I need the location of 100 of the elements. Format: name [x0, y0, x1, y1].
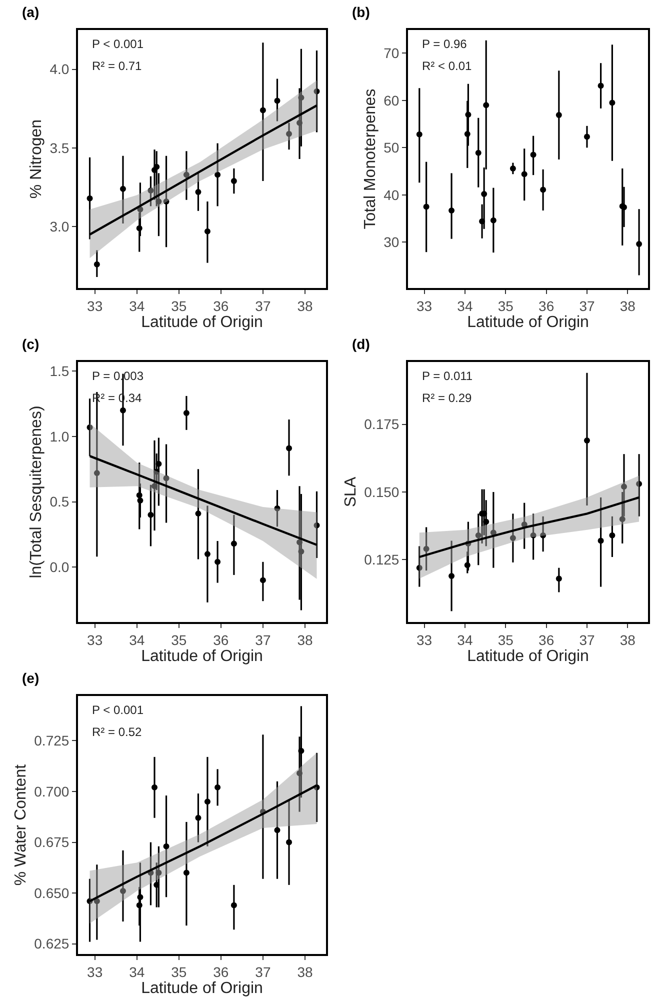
- y-tick-label: 0.150: [364, 484, 400, 500]
- point: [556, 576, 562, 582]
- point: [636, 241, 642, 248]
- y-tick-label: 30: [384, 234, 400, 250]
- x-tick-label: 37: [255, 298, 271, 314]
- point: [260, 107, 266, 114]
- point: [195, 814, 202, 821]
- x-tick-label: 38: [620, 298, 636, 314]
- y-tick-label: 0.700: [34, 783, 70, 800]
- point: [298, 548, 304, 554]
- y-tick-label: 0.5: [50, 494, 70, 510]
- point: [598, 538, 604, 544]
- point: [260, 577, 266, 584]
- y-tick-label: 0.0: [50, 559, 70, 576]
- point: [464, 130, 470, 137]
- point: [148, 512, 154, 518]
- x-tick-label: 34: [129, 632, 145, 648]
- x-tick-label: 33: [416, 632, 432, 648]
- point: [296, 770, 303, 776]
- point: [230, 902, 237, 908]
- point: [152, 784, 158, 790]
- point: [540, 532, 546, 538]
- y-tick-label: 4.0: [50, 61, 70, 78]
- x-tick-label: 36: [213, 964, 229, 980]
- annotation: P < 0.001: [92, 37, 144, 51]
- x-tick-label: 35: [498, 632, 514, 648]
- point: [556, 112, 562, 118]
- y-tick-label: 70: [384, 45, 400, 62]
- point: [94, 470, 100, 476]
- point: [86, 424, 93, 430]
- x-tick-label: 38: [620, 632, 636, 648]
- point: [598, 82, 604, 89]
- annotation: P = 0.011: [422, 369, 473, 383]
- point: [475, 532, 482, 538]
- point: [423, 546, 430, 552]
- point: [156, 198, 162, 204]
- point: [204, 551, 210, 558]
- y-tick-label: 50: [384, 140, 400, 156]
- y-tick-label: 3.0: [50, 218, 70, 235]
- x-tick-label: 38: [297, 964, 313, 980]
- point: [86, 195, 93, 202]
- y-tick-label: 3.5: [50, 140, 70, 156]
- point: [530, 532, 536, 538]
- point: [152, 483, 158, 490]
- x-tick-label: 37: [579, 298, 595, 314]
- point: [530, 152, 536, 158]
- point: [230, 540, 237, 547]
- point: [274, 98, 280, 104]
- point: [195, 189, 202, 196]
- x-tick-label: 34: [129, 964, 145, 980]
- point: [540, 186, 546, 193]
- y-tick-label: 0.125: [364, 552, 400, 568]
- point: [448, 208, 455, 214]
- annotation: R² = 0.29: [422, 391, 472, 405]
- point: [465, 112, 472, 118]
- point: [621, 484, 627, 490]
- point: [609, 532, 616, 538]
- chart-title: (e): [22, 670, 40, 686]
- x-tick-label: 33: [87, 964, 103, 980]
- point: [274, 505, 280, 512]
- point: [584, 134, 590, 140]
- x-tick-label: 35: [171, 298, 187, 314]
- point: [479, 218, 486, 224]
- point: [416, 131, 422, 138]
- y-axis-title: % Nitrogen: [28, 119, 46, 199]
- x-tick-label: 33: [416, 298, 432, 314]
- y-tick-label: 1.5: [50, 363, 70, 380]
- annotation: R² = 0.71: [92, 59, 142, 73]
- point: [154, 882, 160, 888]
- x-axis-title: Latitude of Origin: [141, 980, 263, 997]
- point: [298, 94, 304, 101]
- point: [183, 172, 190, 178]
- y-axis-title: % Water Content: [12, 764, 30, 886]
- x-tick-label: 34: [129, 298, 145, 314]
- x-tick-label: 35: [171, 632, 187, 648]
- chart-title: (b): [352, 4, 370, 20]
- x-tick-label: 35: [171, 964, 187, 980]
- point: [214, 558, 221, 565]
- y-tick-label: 0.650: [34, 884, 70, 901]
- point: [510, 535, 516, 542]
- x-tick-label: 33: [87, 298, 103, 314]
- point: [448, 572, 455, 579]
- y-axis-title: SLA: [342, 476, 360, 508]
- point: [314, 522, 320, 528]
- x-tick-label: 36: [213, 298, 229, 314]
- point: [163, 843, 170, 850]
- point: [183, 410, 190, 416]
- point: [136, 492, 142, 498]
- point: [214, 172, 221, 178]
- x-tick-label: 38: [297, 632, 313, 648]
- y-axis-title: Total Monoterpenes: [362, 88, 380, 230]
- point: [475, 150, 482, 156]
- point: [298, 748, 304, 754]
- x-axis-title: Latitude of Origin: [467, 648, 589, 665]
- point: [464, 562, 470, 568]
- point: [483, 518, 490, 525]
- point: [483, 102, 490, 108]
- y-tick-label: 0.725: [34, 732, 70, 749]
- point: [510, 165, 516, 172]
- point: [296, 539, 303, 546]
